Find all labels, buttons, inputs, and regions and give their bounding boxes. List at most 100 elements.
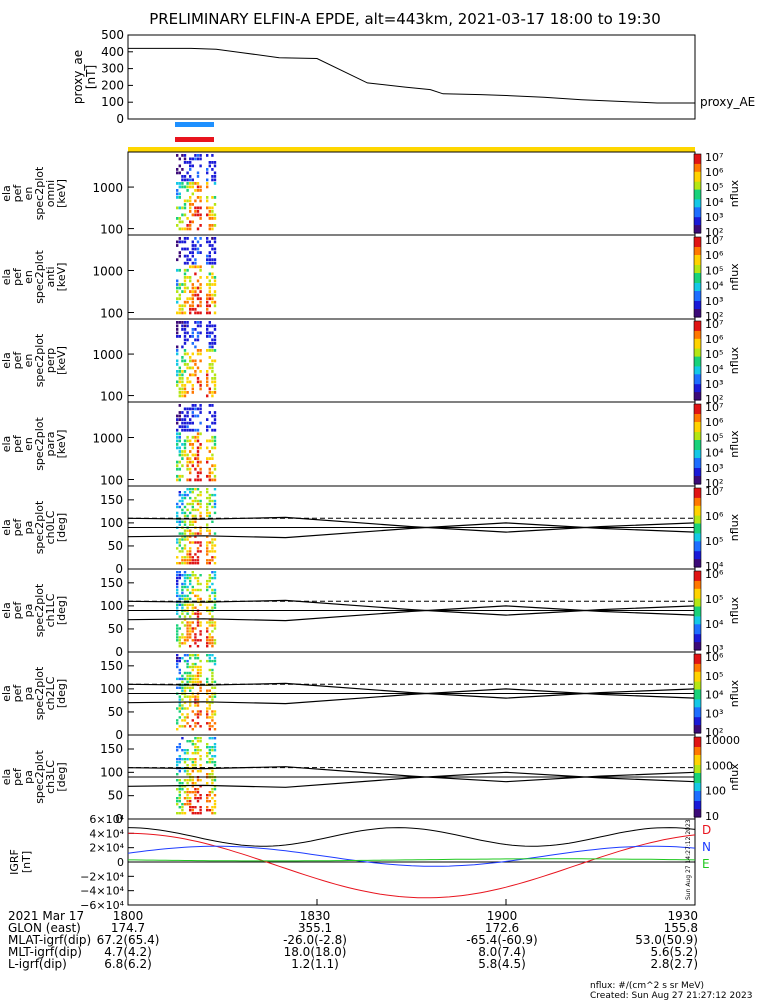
colorbar-cell	[694, 273, 701, 276]
heat-cell	[191, 220, 194, 224]
heat-cell	[189, 443, 192, 446]
heat-cell	[194, 439, 197, 443]
heat-cell	[194, 657, 197, 660]
colorbar-cell	[694, 807, 701, 810]
heat-cell	[208, 224, 211, 227]
colorbar-cell	[694, 745, 701, 748]
heat-cell	[213, 812, 217, 815]
heat-cell	[186, 464, 189, 468]
heat-cell	[211, 788, 214, 791]
heat-cell	[199, 268, 202, 272]
heat-cell	[213, 755, 217, 758]
heat-cell	[208, 244, 211, 247]
colorbar-cell	[694, 665, 701, 669]
heat-cell	[181, 574, 184, 577]
colorbar-cell	[694, 658, 701, 661]
heat-cell	[178, 794, 181, 797]
heat-cell	[194, 321, 197, 324]
ephemeris-value: -65.4(-60.9)	[466, 933, 537, 947]
heat-cell	[178, 806, 181, 809]
heat-cell	[194, 588, 197, 592]
heat-cell	[176, 154, 179, 157]
heat-cell	[213, 300, 217, 304]
heat-cell	[206, 182, 209, 185]
heat-cell	[186, 502, 189, 506]
heat-cell	[211, 247, 214, 251]
colorbar-cell	[694, 360, 701, 364]
colorbar-cell	[694, 638, 701, 641]
heat-cell	[196, 657, 200, 660]
heat-cell	[208, 550, 211, 553]
heat-cell	[213, 493, 217, 497]
heat-cell	[206, 196, 209, 199]
heat-cell	[176, 728, 179, 731]
heat-cell	[211, 206, 214, 210]
colorbar-cell	[694, 493, 701, 497]
heat-cell	[194, 612, 197, 615]
heat-cell	[181, 686, 184, 689]
heat-cell	[199, 311, 202, 315]
colorbar-cell	[694, 663, 701, 667]
heat-cell	[196, 791, 200, 794]
y-tick-label: 100	[100, 306, 123, 320]
heat-cell	[189, 297, 192, 301]
colorbar-cell	[694, 713, 701, 716]
heat-cell	[183, 387, 187, 391]
y-tick-label: −2×10⁴	[80, 870, 124, 883]
heat-cell	[191, 668, 194, 672]
y-axis-label-line: ela	[0, 436, 13, 453]
heat-cell	[191, 251, 194, 254]
heat-cell	[186, 338, 189, 342]
heat-cell	[178, 474, 181, 478]
heat-cell	[186, 411, 189, 414]
heat-cell	[199, 806, 202, 809]
heat-cell	[191, 488, 194, 491]
heat-cell	[199, 514, 202, 518]
ephemeris-value: 5.6(5.2)	[650, 945, 698, 959]
heat-cell	[213, 342, 217, 345]
series-line-total	[127, 827, 696, 847]
heat-cell	[181, 356, 184, 359]
heat-cell	[208, 502, 211, 506]
heat-cell	[208, 737, 211, 740]
heat-cell	[183, 654, 187, 657]
colorbar-cell	[694, 191, 701, 195]
heat-cell	[199, 582, 202, 586]
colorbar-cell	[694, 681, 701, 685]
colorbar-cell	[694, 705, 701, 708]
heat-cell	[213, 258, 217, 262]
heat-cell	[176, 206, 179, 210]
heat-cell	[208, 311, 211, 315]
colorbar-cell	[694, 474, 701, 477]
heat-cell	[181, 737, 184, 740]
heat-cell	[183, 261, 187, 265]
colorbar-cell	[694, 336, 701, 340]
colorbar-tick-label: 10⁵	[705, 264, 723, 277]
heat-cell	[186, 493, 189, 497]
y-axis-label-line: en	[22, 354, 35, 368]
ephemeris-value: 18.0(18.0)	[284, 945, 347, 959]
heat-cell	[213, 377, 217, 380]
heat-cell	[183, 286, 187, 290]
heat-cell	[186, 559, 189, 562]
heat-cell	[176, 171, 179, 175]
heat-cell	[176, 460, 179, 464]
loss-cone-line	[127, 688, 696, 705]
heat-cell	[211, 541, 214, 544]
heat-cell	[211, 493, 214, 497]
colorbar-cell	[694, 594, 701, 598]
heat-cell	[186, 770, 189, 773]
heat-cell	[178, 657, 181, 660]
heat-cell	[213, 391, 217, 394]
colorbar-cell	[694, 448, 701, 451]
heat-cell	[176, 359, 179, 363]
colorbar-cell	[694, 667, 701, 671]
heat-cell	[178, 574, 181, 577]
heat-cell	[194, 746, 197, 749]
panel-para: 1001000elapefenspec2plotpara[keV]10²10³1…	[0, 401, 741, 490]
heat-cell	[181, 689, 184, 692]
y-axis-label-line: pef	[11, 434, 24, 453]
heat-cell	[178, 182, 181, 185]
colorbar-cell	[694, 531, 701, 535]
heat-cell	[199, 443, 202, 446]
